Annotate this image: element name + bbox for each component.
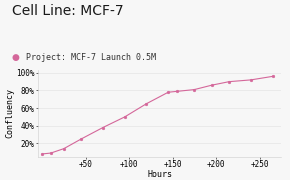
Text: Cell Line: MCF-7: Cell Line: MCF-7	[12, 4, 123, 18]
Y-axis label: Confluency: Confluency	[5, 88, 14, 138]
Text: Project: MCF-7 Launch 0.5M: Project: MCF-7 Launch 0.5M	[26, 53, 156, 62]
Text: ●: ●	[12, 53, 19, 62]
X-axis label: Hours: Hours	[147, 170, 172, 179]
